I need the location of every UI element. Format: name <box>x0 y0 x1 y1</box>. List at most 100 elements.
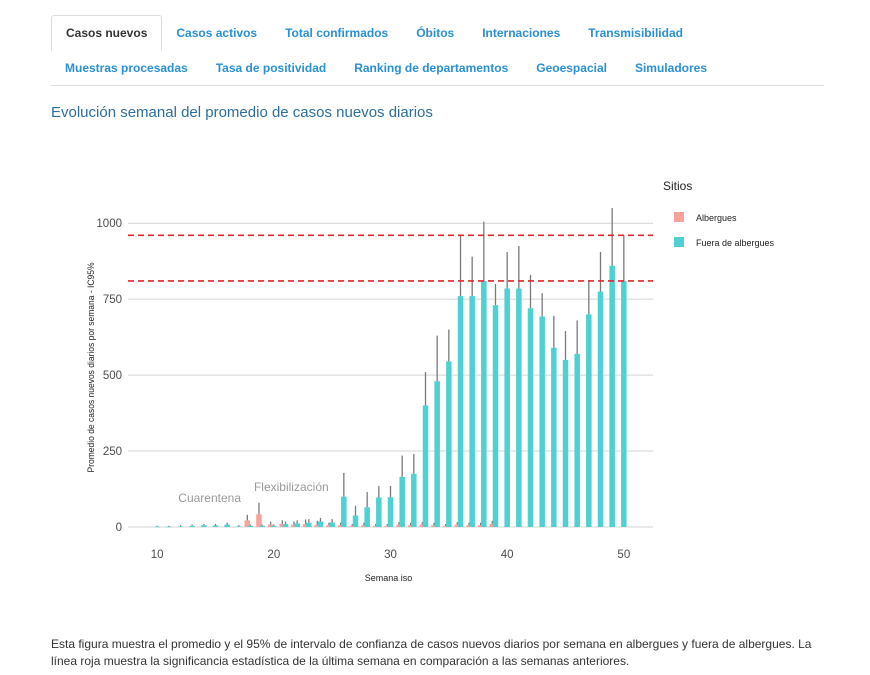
series-albergues <box>244 502 496 527</box>
annotation-label: Flexibilización <box>254 480 329 494</box>
bar <box>279 523 286 527</box>
bar <box>314 524 321 527</box>
bar <box>326 525 332 527</box>
bar <box>329 522 335 527</box>
bar <box>387 497 394 527</box>
bar <box>422 405 429 527</box>
tab-total-confirmados[interactable]: Total confirmados <box>285 26 389 40</box>
y-tick-label: 0 <box>116 522 122 534</box>
bar <box>621 280 627 527</box>
bar <box>469 296 475 527</box>
bar <box>466 525 472 527</box>
y-tick-label: 1000 <box>96 218 122 230</box>
bar <box>212 525 219 527</box>
bar <box>341 496 347 527</box>
bar <box>446 361 452 527</box>
annotation-label: Cuarentena <box>178 491 241 505</box>
y-tick-label: 250 <box>103 446 122 458</box>
bar <box>256 514 262 527</box>
legend-title: Sitios <box>663 179 692 193</box>
bar <box>481 280 487 527</box>
legend: Sitios Albergues Fuera de albergues <box>663 179 775 248</box>
tab-tasa-de-positividad[interactable]: Tasa de positividad <box>215 61 327 75</box>
bar <box>586 314 592 527</box>
bar <box>247 525 254 527</box>
tab-row-primary: Casos nuevos Casos activos Total confirm… <box>51 15 697 51</box>
chart: Cuarentena Flexibilización 0 250 500 750 1000… <box>86 179 775 583</box>
x-tick-label: 40 <box>501 549 514 561</box>
bar <box>154 526 160 528</box>
bar <box>504 288 510 527</box>
bar <box>516 288 522 527</box>
y-axis-label: Promedio de casos nuevos diarios por sem… <box>86 263 96 473</box>
bar <box>372 525 379 527</box>
x-tick-label: 20 <box>267 549 280 561</box>
bar <box>201 525 207 527</box>
bar <box>302 523 309 527</box>
bar <box>306 522 312 527</box>
bar <box>562 359 569 527</box>
bar <box>376 497 382 527</box>
tab-transmisibilidad[interactable]: Transmisibilidad <box>588 26 683 40</box>
bar <box>551 347 557 527</box>
tab-obitos[interactable]: Óbitos <box>416 26 455 40</box>
tab-muestras-procesadas[interactable]: Muestras procesadas <box>65 61 188 75</box>
reference-lines <box>128 234 653 282</box>
bar <box>349 525 356 527</box>
tab-internaciones[interactable]: Internaciones <box>482 26 561 40</box>
chart-caption: Esta figura muestra el promedio y el 95%… <box>51 637 812 668</box>
bar <box>442 525 449 527</box>
chart-heading: Evolución semanal del promedio de casos … <box>51 104 433 121</box>
y-tick-label: 500 <box>103 370 122 382</box>
annotations: Cuarentena Flexibilización <box>178 480 328 505</box>
tab-casos-nuevos[interactable]: Casos nuevos <box>51 15 163 51</box>
x-tick-label: 10 <box>151 549 164 561</box>
bar <box>407 525 414 527</box>
x-axis-label: Semana iso <box>365 573 413 583</box>
bar <box>434 381 440 527</box>
tab-geoespacial[interactable]: Geoespacial <box>536 61 607 75</box>
bar <box>177 526 184 527</box>
tab-bar: Casos nuevos Casos activos Total confirm… <box>51 15 824 86</box>
bar <box>259 525 265 527</box>
bar <box>282 523 289 527</box>
legend-swatch <box>674 237 684 247</box>
tab-row-secondary: Muestras procesadas Tasa de positividad … <box>51 52 721 85</box>
axes: 0 250 500 750 1000 10 20 30 40 50 Semana iso Promed… <box>86 218 630 583</box>
bar <box>454 524 461 527</box>
bar <box>291 524 297 527</box>
bar <box>574 353 580 527</box>
tab-simuladores[interactable]: Simuladores <box>634 61 707 75</box>
bar <box>294 523 300 527</box>
x-tick-label: 50 <box>617 549 630 561</box>
grid-lines <box>128 222 653 528</box>
bar <box>224 524 230 527</box>
bar <box>317 521 324 527</box>
tab-ranking-de-departamentos[interactable]: Ranking de departamentos <box>354 61 509 75</box>
bar <box>337 525 344 527</box>
bar <box>527 308 534 527</box>
bar <box>597 291 604 527</box>
legend-label: Albergues <box>696 213 737 223</box>
bar <box>244 520 251 527</box>
bar <box>419 524 426 527</box>
tab-casos-activos[interactable]: Casos activos <box>176 26 258 40</box>
legend-label: Fuera de albergues <box>696 238 775 248</box>
x-tick-label: 30 <box>384 549 397 561</box>
bar <box>236 526 242 527</box>
bar <box>189 525 195 527</box>
bar <box>489 523 496 527</box>
bar <box>539 316 545 527</box>
bar <box>457 296 464 527</box>
bar <box>352 515 359 527</box>
bar <box>271 525 277 527</box>
bar <box>399 476 405 527</box>
bar <box>411 473 417 527</box>
bar <box>267 524 274 527</box>
bars <box>154 208 627 528</box>
bar <box>384 525 391 527</box>
series-fuera-de-albergues <box>154 208 627 528</box>
bar <box>396 524 402 527</box>
bar <box>431 525 437 527</box>
y-tick-label: 750 <box>103 294 122 306</box>
